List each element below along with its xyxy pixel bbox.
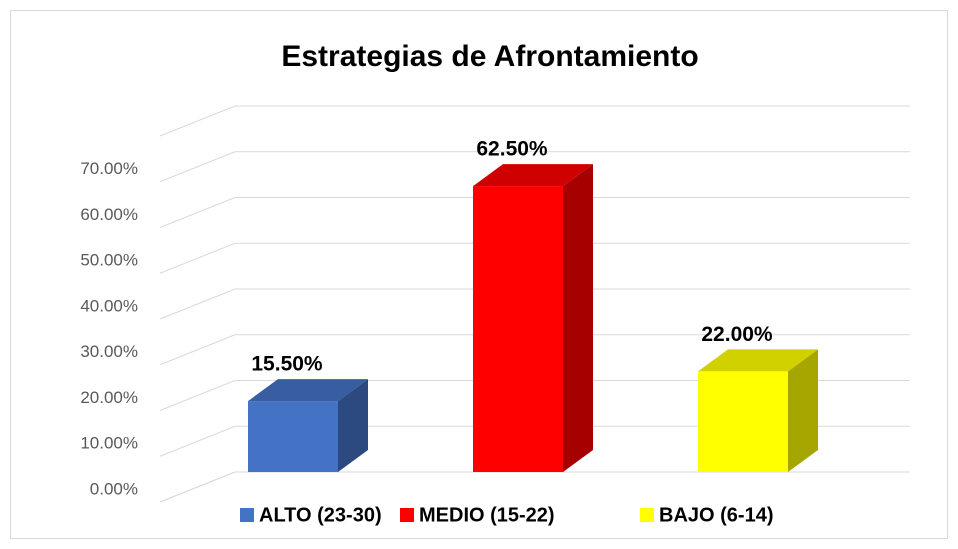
legend-label: BAJO (6-14) — [659, 504, 773, 526]
grid-line — [159, 288, 236, 320]
bar-front — [698, 371, 788, 472]
grid-line — [159, 151, 236, 183]
y-tick-label: 0.00% — [90, 479, 138, 498]
grid-line — [159, 334, 236, 366]
y-tick-label: 40.00% — [80, 296, 138, 315]
y-tick-label: 30.00% — [80, 342, 138, 361]
data-label: 15.50% — [251, 353, 323, 376]
legend: ALTO (23-30) MEDIO (15-22) BAJO (6-14) — [240, 504, 773, 526]
grid-line — [159, 425, 236, 457]
y-tick-label: 10.00% — [80, 434, 138, 453]
data-label: 62.50% — [476, 138, 548, 161]
y-tick-label: 50.00% — [80, 251, 138, 270]
bar-top — [473, 164, 593, 187]
grid-line — [159, 380, 236, 411]
legend-swatch — [240, 508, 254, 522]
legend-label: MEDIO (15-22) — [419, 504, 555, 526]
bar — [248, 379, 368, 472]
legend-swatch — [400, 508, 414, 522]
bar — [473, 164, 593, 472]
y-tick-label: 60.00% — [80, 205, 138, 224]
y-tick-label: 70.00% — [80, 159, 138, 178]
legend-swatch — [640, 508, 654, 522]
chart-title: Estrategias de Afrontamiento — [281, 40, 698, 73]
bar-top — [248, 379, 368, 402]
wall-edge — [159, 105, 236, 137]
bar-side — [563, 164, 593, 472]
bar-top — [698, 349, 818, 372]
grid-line — [159, 471, 236, 503]
bar-side — [338, 379, 368, 472]
bar-side — [788, 349, 818, 472]
y-tick-label: 20.00% — [80, 388, 138, 407]
bar-front — [473, 186, 563, 472]
bars: 15.50% 62.50% 22.00% — [248, 138, 818, 472]
legend-label: ALTO (23-30) — [259, 504, 382, 526]
grid-line — [159, 197, 236, 228]
grid-line — [159, 242, 236, 274]
bar-front — [248, 401, 338, 472]
data-label: 22.00% — [701, 323, 773, 346]
bar — [698, 349, 818, 472]
